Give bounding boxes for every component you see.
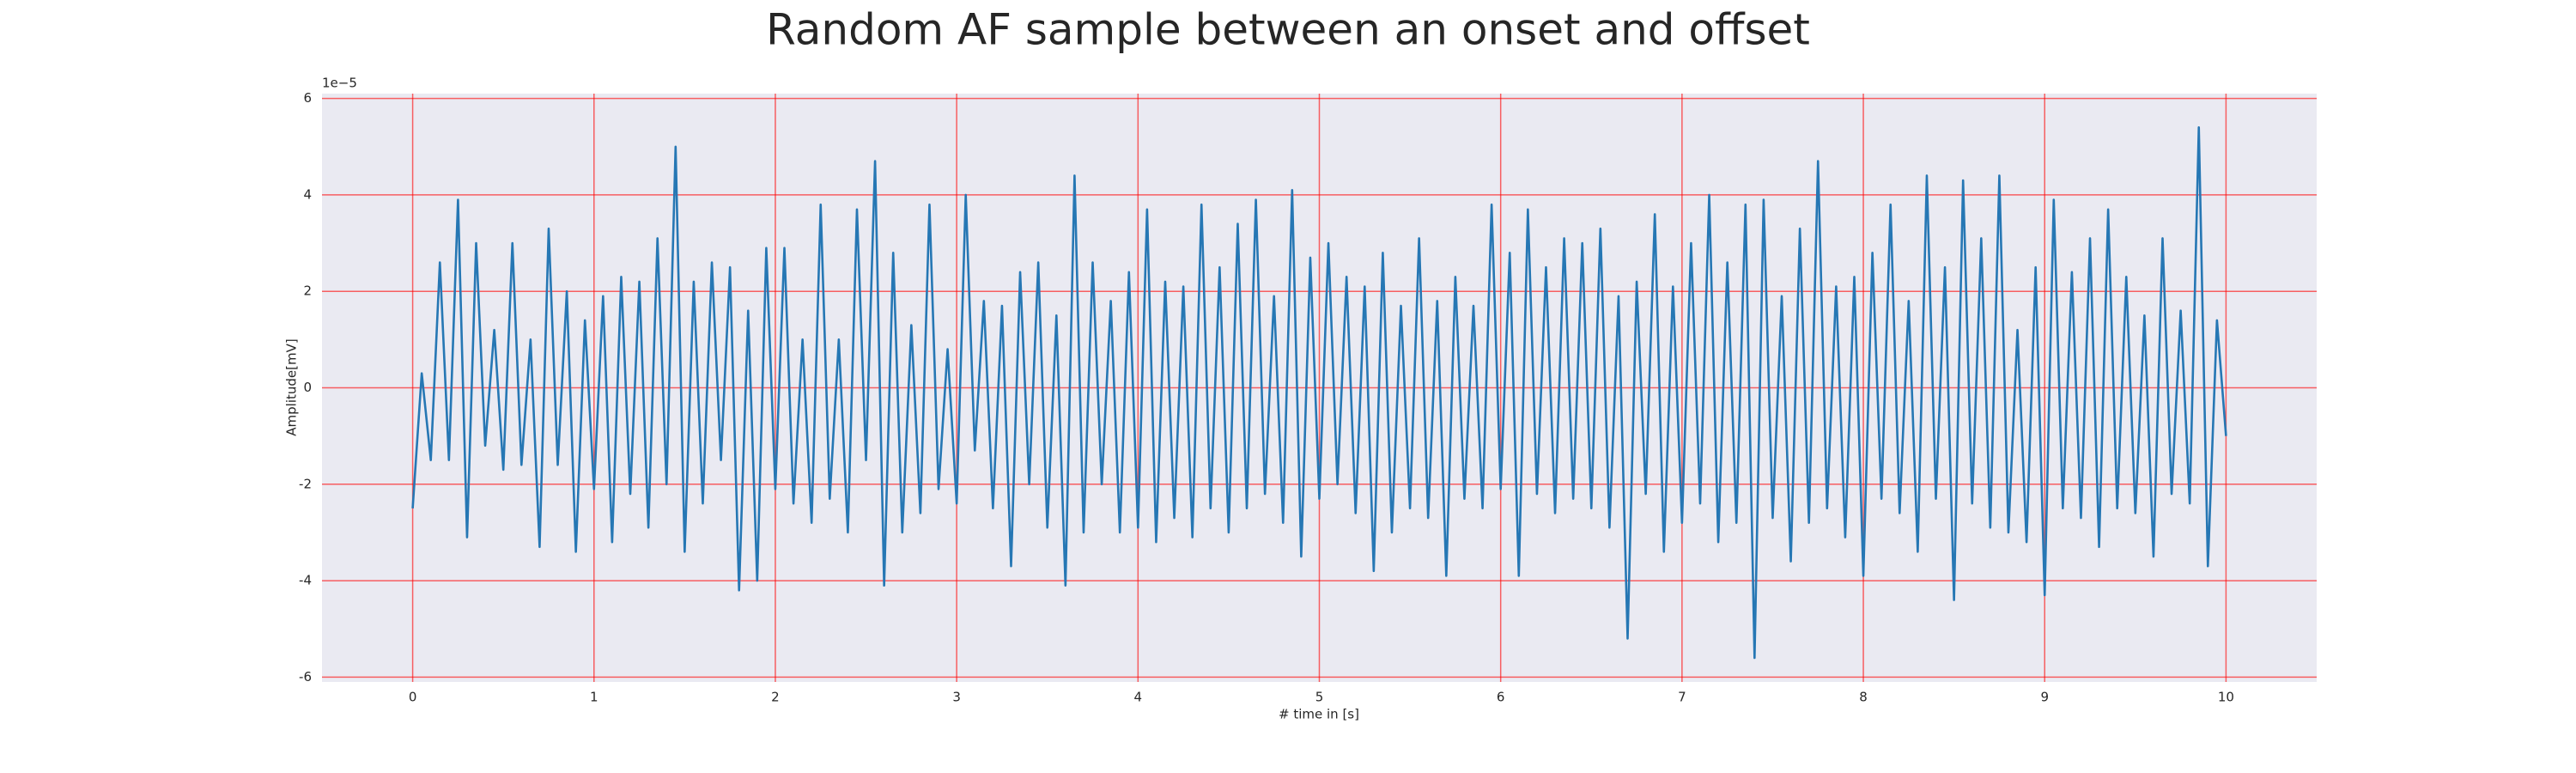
lines: [411, 126, 2227, 660]
x-tick-label: 6: [1497, 690, 1505, 705]
y-tick-label: 4: [303, 186, 312, 202]
y-tick-label: 0: [303, 380, 312, 395]
y-tick-label: 6: [303, 90, 312, 106]
y-tick-label: -6: [299, 669, 312, 685]
x-tick-label: 3: [952, 690, 961, 705]
y-offset-label: 1e−5: [322, 76, 357, 91]
labels: -6 -4 -2 0 2 4 6 0 1 2 3 4 5 6 7 8 9 10: [299, 90, 2234, 704]
chart-title: Random AF sample between an onset and of…: [766, 5, 1810, 55]
x-tick-label: 9: [2040, 690, 2049, 705]
x-tick-label: 10: [2218, 690, 2234, 705]
x-tick-label: 8: [1859, 690, 1868, 705]
x-tick-label: 0: [409, 690, 417, 705]
y-tick-label: -4: [299, 573, 312, 588]
x-tick-label: 7: [1678, 690, 1686, 705]
x-axis-label: # time in [s]: [1279, 707, 1359, 722]
x-tick-label: 1: [590, 690, 598, 705]
x-tick-label: 4: [1134, 690, 1143, 705]
y-tick-label: -2: [299, 476, 312, 491]
y-tick-label: 2: [303, 283, 312, 299]
data-line: [411, 126, 2227, 660]
x-tick-label: 5: [1315, 690, 1324, 705]
y-axis-label: Amplitude[mV]: [284, 338, 300, 435]
x-tick-label: 2: [771, 690, 780, 705]
